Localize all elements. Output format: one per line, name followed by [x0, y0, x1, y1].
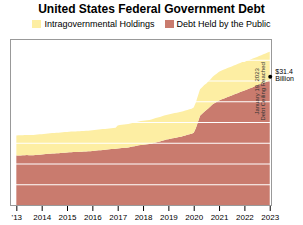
- html-text:Debt Held by the Public: Debt Held by the Public: [176, 19, 271, 29]
- svg-text:2023: 2023: [261, 213, 279, 222]
- svg-text:2014: 2014: [33, 213, 51, 222]
- svg-text:2016: 2016: [84, 213, 102, 222]
- html-text:United States Federal Governme: United States Federal Government Debt: [38, 2, 265, 16]
- svg-text:January 19, 2023Debt Ceiling R: January 19, 2023Debt Ceiling Reached: [254, 62, 266, 120]
- svg-text:2019: 2019: [160, 213, 178, 222]
- svg-text:2018: 2018: [135, 213, 153, 222]
- svg-text:2021: 2021: [211, 213, 229, 222]
- svg-text:'13: '13: [12, 213, 23, 222]
- html-text:Intragovernmental Holdings: Intragovernmental Holdings: [44, 19, 155, 29]
- svg-text:2015: 2015: [59, 213, 77, 222]
- svg-text:2022: 2022: [236, 213, 254, 222]
- svg-text:$31.4Billion: $31.4Billion: [275, 68, 294, 82]
- svg-text:2020: 2020: [185, 213, 203, 222]
- svg-text:2017: 2017: [109, 213, 127, 222]
